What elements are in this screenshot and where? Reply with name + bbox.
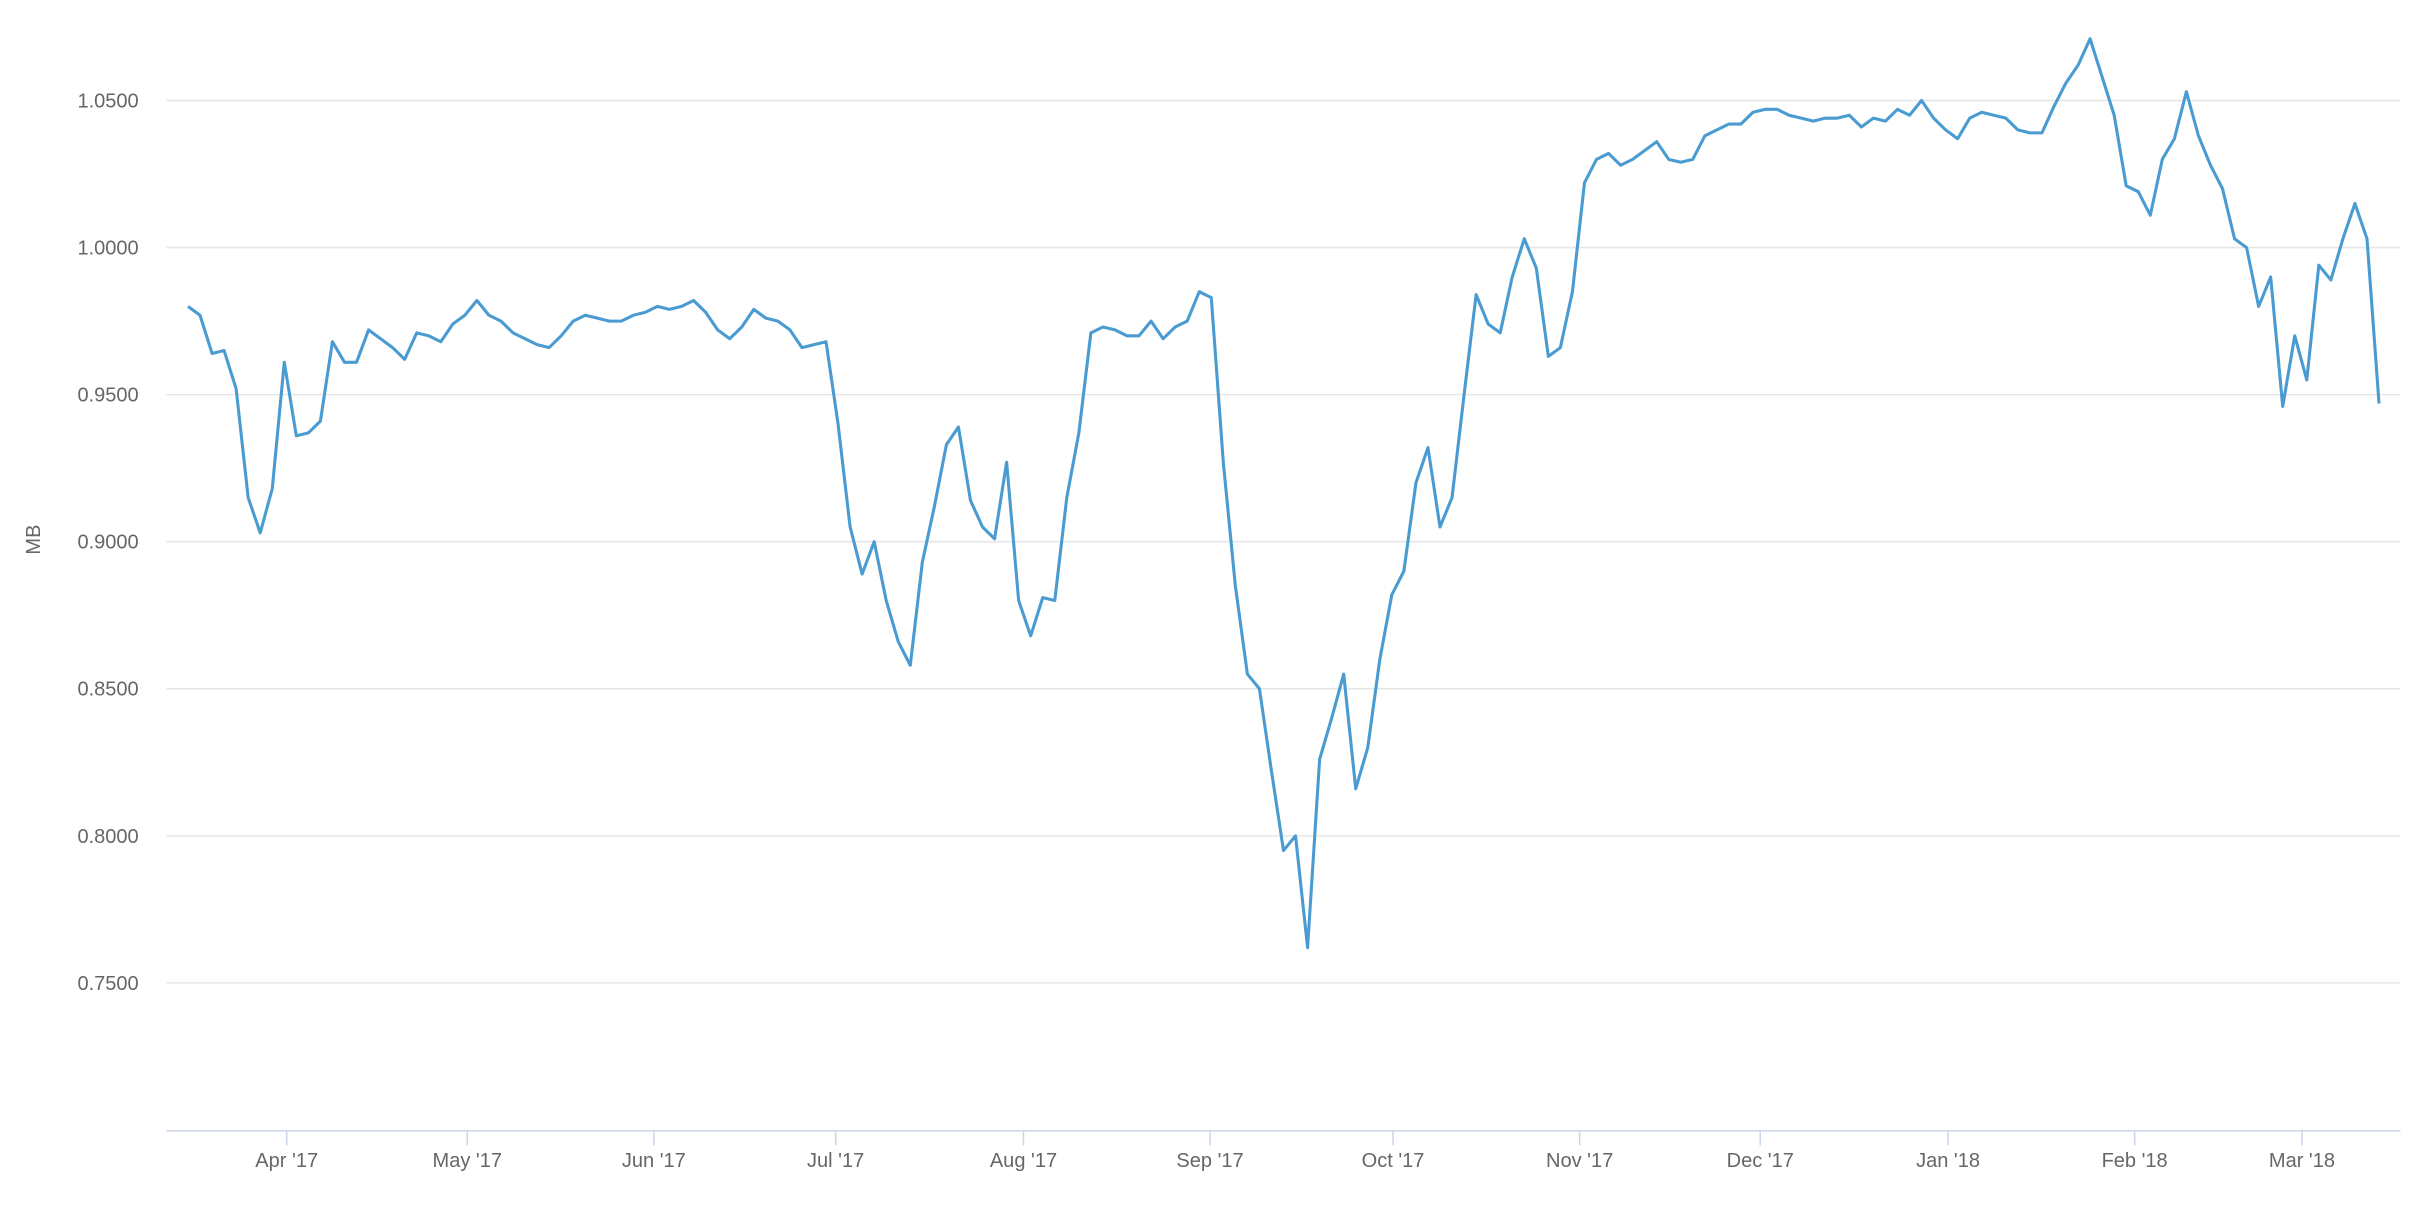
x-tick-label: Jun '17 (622, 1150, 686, 1172)
y-tick-label: 1.0500 (77, 90, 138, 112)
y-tick-label: 0.9500 (77, 385, 138, 407)
y-tick-label: 1.0000 (77, 238, 138, 260)
y-tick-label: 0.8500 (77, 679, 138, 701)
x-tick-label: Nov '17 (1546, 1150, 1613, 1172)
x-tick-label: Feb '18 (2102, 1150, 2168, 1172)
y-tick-label: 0.7500 (77, 973, 138, 995)
x-tick-label: Aug '17 (990, 1150, 1057, 1172)
x-tick-label: Dec '17 (1727, 1150, 1794, 1172)
x-tick-label: Jul '17 (807, 1150, 864, 1172)
x-tick-label: Jan '18 (1916, 1150, 1980, 1172)
x-tick-label: Oct '17 (1362, 1150, 1425, 1172)
y-tick-label: 0.8000 (77, 826, 138, 848)
x-tick-label: Sep '17 (1176, 1150, 1243, 1172)
y-axis-title: MB (23, 525, 45, 555)
x-tick-label: Mar '18 (2269, 1150, 2335, 1172)
x-tick-label: Apr '17 (255, 1150, 318, 1172)
y-tick-label: 0.9000 (77, 532, 138, 554)
x-tick-label: May '17 (433, 1150, 502, 1172)
data-line (187, 37, 2381, 950)
